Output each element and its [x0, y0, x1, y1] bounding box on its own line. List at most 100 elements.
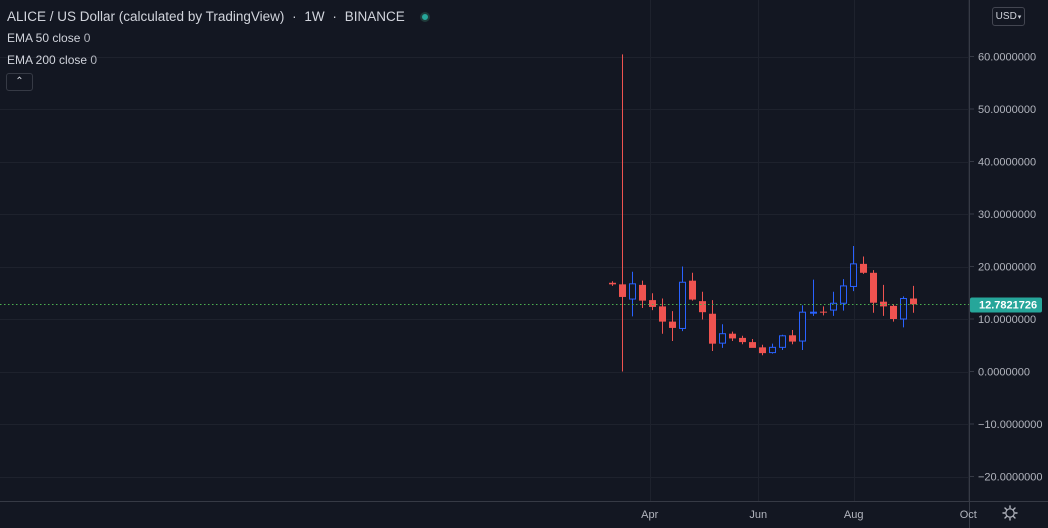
candle[interactable] — [890, 304, 897, 322]
candle[interactable] — [749, 338, 756, 348]
candle-body-down — [689, 280, 696, 300]
separator: · — [332, 9, 337, 24]
candle-body-up — [719, 333, 726, 344]
indicator-ema-50[interactable]: EMA 50 close 0 — [7, 31, 90, 45]
candle-body-down — [759, 347, 766, 354]
candle[interactable] — [649, 293, 656, 311]
price-label-text: 12.7821726 — [979, 300, 1037, 312]
x-tick-label: Aug — [844, 509, 864, 521]
currency-selector[interactable]: USD▾ — [992, 7, 1025, 26]
candle-body-down — [709, 313, 716, 344]
candle-body-down — [880, 301, 887, 307]
indicator-label: EMA 50 close — [7, 31, 81, 45]
candle[interactable] — [840, 279, 847, 311]
interval-label[interactable]: 1W — [304, 9, 325, 24]
indicator-value: 0 — [83, 31, 91, 45]
symbol-title[interactable]: ALICE / US Dollar (calculated by Trading… — [7, 9, 285, 24]
candle[interactable] — [719, 324, 726, 348]
candle-body-up — [629, 283, 636, 300]
candle[interactable] — [870, 270, 877, 313]
candle[interactable] — [799, 305, 806, 350]
candle-body-down — [639, 284, 646, 301]
candle-body-down — [729, 333, 736, 339]
candle[interactable] — [910, 285, 917, 313]
y-tick-label: 40.0000000 — [978, 157, 1036, 169]
exchange-label: BINANCE — [344, 9, 405, 24]
candle[interactable] — [669, 311, 676, 342]
x-tick-label: Oct — [960, 509, 977, 521]
candle[interactable] — [820, 306, 827, 316]
time-scale[interactable]: Apr Jun Aug Oct — [641, 509, 977, 521]
symbol-legend[interactable]: ALICE / US Dollar (calculated by Trading… — [7, 9, 434, 24]
chevron-up-icon: ⌃ — [15, 76, 24, 87]
candle[interactable] — [739, 335, 746, 345]
candle[interactable] — [759, 344, 766, 356]
candle[interactable] — [729, 331, 736, 342]
candle-body-up — [840, 285, 847, 304]
indicator-label: EMA 200 close — [7, 53, 88, 67]
gear-icon[interactable] — [1002, 505, 1018, 521]
candle-body-down — [890, 305, 897, 319]
candle-body-down — [860, 263, 867, 273]
candle[interactable] — [779, 334, 786, 350]
collapse-legend-button[interactable]: ⌃ — [6, 73, 33, 91]
candle-body-down — [910, 298, 917, 305]
candle-body-down — [659, 306, 666, 322]
candle-body-up — [850, 263, 857, 287]
y-tick-label: −20.0000000 — [978, 472, 1043, 484]
candle[interactable] — [830, 291, 837, 316]
indicator-ema-200[interactable]: EMA 200 close 0 — [7, 53, 97, 67]
candle[interactable] — [619, 54, 626, 372]
candle-body-up — [900, 298, 907, 320]
candle-body-down — [820, 311, 827, 313]
y-tick-label: 20.0000000 — [978, 262, 1036, 274]
market-status-icon[interactable] — [420, 12, 431, 22]
y-tick-label: 10.0000000 — [978, 314, 1036, 326]
candle-body-down — [649, 300, 656, 307]
candle[interactable] — [789, 330, 796, 345]
grid-lines — [0, 0, 969, 501]
separator: · — [292, 9, 297, 24]
candle-body-down — [699, 301, 706, 313]
price-scale[interactable]: 60.0000000 50.0000000 40.0000000 30.0000000… — [969, 52, 1043, 484]
candle-body-up — [779, 335, 786, 348]
candle[interactable] — [629, 271, 636, 317]
candle[interactable] — [709, 300, 716, 352]
candle-body-up — [799, 311, 806, 342]
x-tick-label: Apr — [641, 509, 658, 521]
y-tick-label: 50.0000000 — [978, 104, 1036, 116]
candle[interactable] — [639, 280, 646, 308]
y-tick-label: 60.0000000 — [978, 52, 1036, 64]
y-tick-label: −10.0000000 — [978, 419, 1043, 431]
candle-body-down — [739, 337, 746, 343]
currency-label: USD — [995, 11, 1017, 22]
candle-body-up — [830, 302, 837, 311]
last-price-label: 12.7821726 — [970, 297, 1042, 313]
indicator-value: 0 — [90, 53, 98, 67]
candles[interactable] — [609, 54, 917, 372]
candle-body-up — [810, 311, 817, 314]
candle[interactable] — [699, 291, 706, 320]
candle[interactable] — [810, 279, 817, 316]
candle-body-down — [870, 272, 877, 303]
candle[interactable] — [659, 298, 666, 334]
candle-body-down — [749, 342, 756, 348]
candle[interactable] — [850, 246, 857, 292]
y-tick-label: 0.0000000 — [978, 367, 1030, 379]
candle[interactable] — [900, 296, 907, 328]
y-tick-label: 30.0000000 — [978, 209, 1036, 221]
candle[interactable] — [860, 256, 867, 274]
candle[interactable] — [689, 272, 696, 301]
chevron-down-icon: ▾ — [1017, 14, 1022, 21]
candle-body-down — [619, 284, 626, 297]
candle-body-down — [609, 282, 616, 285]
candle[interactable] — [679, 266, 686, 332]
candle-body-down — [789, 335, 796, 342]
candle[interactable] — [769, 343, 776, 354]
candle-body-up — [769, 346, 776, 354]
candle[interactable] — [609, 281, 616, 286]
candle[interactable] — [880, 284, 887, 316]
price-label-box — [970, 297, 1042, 313]
candle-body-up — [679, 281, 686, 329]
